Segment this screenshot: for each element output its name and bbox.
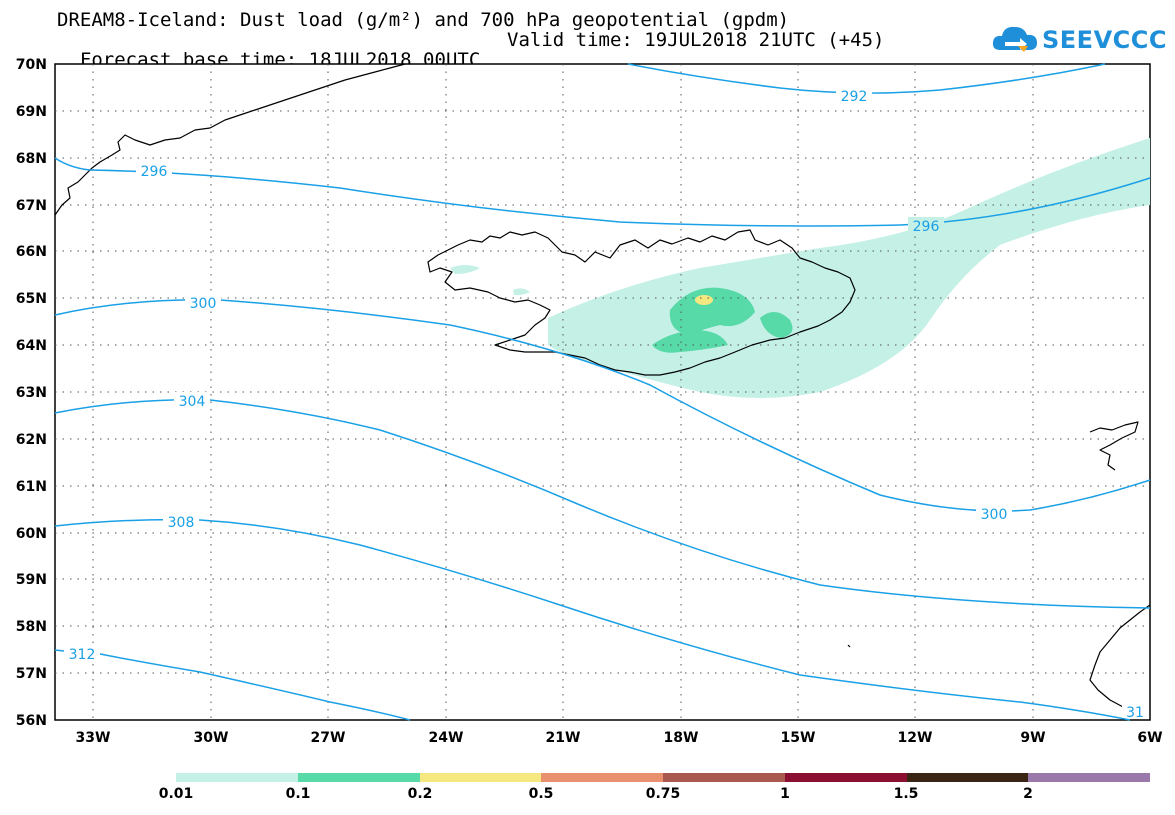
small-island xyxy=(847,644,851,648)
contour-label: 296 xyxy=(141,164,168,180)
contour-label: 31 xyxy=(1126,705,1144,721)
legend-label: 0.2 xyxy=(407,786,433,802)
lat-label: 64N xyxy=(16,338,47,354)
contour-labels: 292 296 296 300 300 304 308 312 31 xyxy=(64,87,1148,721)
lat-label: 61N xyxy=(16,479,47,495)
lat-label: 57N xyxy=(16,666,47,682)
legend-label: 0.1 xyxy=(285,786,311,802)
longitude-labels: 33W 30W 27W 24W 21W 18W 15W 12W 9W 6W xyxy=(76,730,1163,746)
legend-swatch xyxy=(906,773,1029,782)
legend-swatch xyxy=(541,773,663,782)
legend-label: 0.5 xyxy=(528,786,554,802)
lat-label: 63N xyxy=(16,385,47,401)
scotland-coast xyxy=(1089,604,1151,713)
dust-patch-small-2 xyxy=(513,288,530,296)
lon-label: 12W xyxy=(898,730,933,746)
lat-label: 56N xyxy=(16,713,47,729)
legend-colorbar xyxy=(176,773,1150,782)
legend-swatch xyxy=(784,773,907,782)
lat-label: 59N xyxy=(16,572,47,588)
cloud-arrow-icon xyxy=(992,26,1037,52)
valid-time: Valid time: 19JUL2018 21UTC (+45) xyxy=(507,29,885,51)
legend-label: 2 xyxy=(1023,786,1033,802)
lat-label: 58N xyxy=(16,619,47,635)
lat-label: 65N xyxy=(16,291,47,307)
lat-label: 68N xyxy=(16,151,47,167)
lon-label: 27W xyxy=(311,730,346,746)
lat-label: 69N xyxy=(16,104,47,120)
contour-label: 296 xyxy=(913,219,940,235)
dust-patch-0.1-south xyxy=(652,330,728,353)
dust-patch-small-1 xyxy=(450,265,480,274)
lon-label: 18W xyxy=(664,730,699,746)
lon-label: 24W xyxy=(429,730,464,746)
logo-text: SEEVCCC xyxy=(1042,26,1167,54)
lat-label: 62N xyxy=(16,432,47,448)
lon-label: 30W xyxy=(194,730,229,746)
contour-label: 300 xyxy=(981,507,1008,523)
lon-label: 15W xyxy=(781,730,816,746)
contour-label: 312 xyxy=(69,647,96,663)
legend-swatch xyxy=(176,773,298,782)
lat-label: 70N xyxy=(16,57,47,73)
lat-label: 60N xyxy=(16,526,47,542)
latitude-labels: 70N 69N 68N 67N 66N 65N 64N 63N 62N 61N … xyxy=(16,57,47,729)
legend-label: 0.75 xyxy=(645,786,681,802)
legend-label: 0.01 xyxy=(158,786,194,802)
contour-label: 292 xyxy=(841,89,868,105)
contour-label: 308 xyxy=(168,515,195,531)
legend-swatch xyxy=(419,773,542,782)
lon-label: 9W xyxy=(1020,730,1045,746)
contour-300 xyxy=(54,299,1151,512)
legend-label: 1.5 xyxy=(893,786,919,802)
map-title: DREAM8-Iceland: Dust load (g/m²) and 700… xyxy=(57,9,790,31)
legend-swatch xyxy=(663,773,785,782)
legend-swatch xyxy=(297,773,420,782)
contour-308 xyxy=(54,518,1131,721)
seevccc-logo: SEEVCCC xyxy=(990,20,1167,60)
contour-296 xyxy=(54,157,1151,227)
lon-label: 21W xyxy=(546,730,581,746)
contour-label: 304 xyxy=(179,394,206,410)
lat-label: 67N xyxy=(16,198,47,214)
greenland-coast xyxy=(54,63,406,216)
lon-label: 6W xyxy=(1137,730,1162,746)
iceland-coast xyxy=(427,229,856,376)
faroe-islands xyxy=(1089,421,1139,471)
legend-label: 1 xyxy=(780,786,790,802)
dust-patch-0.2 xyxy=(695,295,713,305)
legend-swatch xyxy=(1028,773,1150,782)
lon-label: 33W xyxy=(76,730,111,746)
coastlines xyxy=(54,63,1151,713)
dust-patch-0.1-east xyxy=(760,311,793,338)
lat-label: 66N xyxy=(16,244,47,260)
dust-patch-0.1-main xyxy=(669,287,755,335)
contour-label: 300 xyxy=(190,296,217,312)
graticule xyxy=(55,64,1150,720)
